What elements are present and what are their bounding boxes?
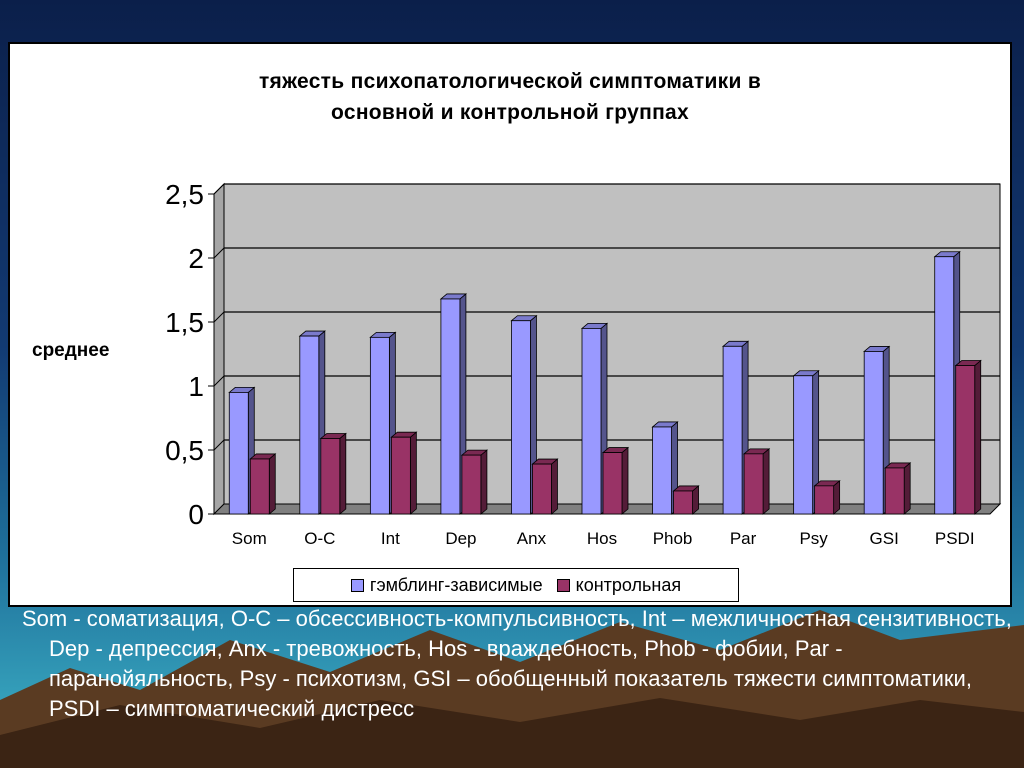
chart-panel: тяжесть психопатологической симптоматики… xyxy=(8,42,1012,607)
gridline-side xyxy=(213,375,225,387)
y-tick-label: 1 xyxy=(188,371,204,402)
bar-gambling xyxy=(369,336,390,515)
bar-side-control xyxy=(409,431,417,515)
x-tick-label: Phob xyxy=(653,529,693,548)
x-tick-label: Hos xyxy=(587,529,617,548)
bar-control xyxy=(249,458,270,515)
bar-side-control xyxy=(621,446,629,515)
bar-control xyxy=(673,490,693,515)
bar-side-control xyxy=(551,458,558,515)
legend-label-gambling: гэмблинг-зависимые xyxy=(369,574,543,595)
y-tick-label: 2,5 xyxy=(165,179,204,210)
bar-gambling xyxy=(652,426,672,515)
bar-gambling xyxy=(511,320,531,515)
y-tick-label: 0,5 xyxy=(165,435,204,466)
bar-side-control xyxy=(480,449,488,515)
x-tick-label: O-C xyxy=(304,529,335,548)
bar-control xyxy=(955,365,976,515)
x-tick-label: Dep xyxy=(445,529,476,548)
bar-gambling xyxy=(299,335,320,515)
x-tick-label: Psy xyxy=(799,529,828,548)
bar-gambling xyxy=(863,351,884,515)
gridline-side xyxy=(213,311,225,323)
gridline-side xyxy=(213,247,225,259)
bar-control xyxy=(814,485,835,515)
bar-side-control xyxy=(268,453,276,515)
bar-side-control xyxy=(903,462,911,515)
bar-control xyxy=(884,467,905,515)
bar-control xyxy=(461,454,482,515)
bar-control xyxy=(532,463,552,515)
gridline-side xyxy=(213,439,225,451)
x-tick-label: Par xyxy=(730,529,757,548)
legend-swatch-gambling xyxy=(350,578,364,592)
bar-gambling xyxy=(722,345,743,515)
y-axis-label: среднее xyxy=(32,340,110,361)
bar-gambling xyxy=(934,256,955,515)
x-tick-label: Som xyxy=(232,529,267,548)
gridline-side xyxy=(213,183,225,195)
caption-text: Som - соматизация, O-C – обсессивность-к… xyxy=(22,606,1012,721)
bar-side-control xyxy=(833,479,841,515)
x-tick-label: GSI xyxy=(870,529,899,548)
bar-side-control xyxy=(974,359,982,515)
legend-label-control: контрольная xyxy=(575,574,682,595)
bar-control xyxy=(602,452,623,515)
bar-gambling xyxy=(793,375,814,515)
legend-swatch-control xyxy=(556,578,570,592)
plot-side-wall xyxy=(213,182,225,516)
x-tick-label: Int xyxy=(381,529,400,548)
bar-control xyxy=(320,438,341,515)
mountain-foreground xyxy=(0,698,1024,768)
bar-gambling xyxy=(440,298,461,515)
chart-legend: гэмблинг-зависимые контрольная xyxy=(293,568,739,602)
chart-title: тяжесть психопатологической симптоматики… xyxy=(258,70,762,124)
bar-gambling xyxy=(581,327,602,515)
legend-item-control: контрольная xyxy=(556,574,682,596)
x-tick-label: PSDI xyxy=(935,529,975,548)
bar-side-control xyxy=(762,447,770,515)
y-tick-label: 2 xyxy=(188,243,204,274)
abbreviations-caption: Som - соматизация, O-C – обсессивность-к… xyxy=(22,604,1012,724)
y-tick-label: 1,5 xyxy=(165,307,204,338)
bar-chart: 0 0,5 1 1,5 2 2,5 Som O-C Int Dep Anx Hos Phob Par Psy… xyxy=(165,179,1002,548)
bar-side-control xyxy=(339,432,347,515)
y-tick-label: 0 xyxy=(188,499,204,530)
bar-control xyxy=(390,436,411,515)
legend-item-gambling: гэмблинг-зависимые xyxy=(350,574,543,596)
bar-gambling xyxy=(228,391,249,515)
bar-control xyxy=(743,453,764,515)
x-tick-label: Anx xyxy=(517,529,547,548)
